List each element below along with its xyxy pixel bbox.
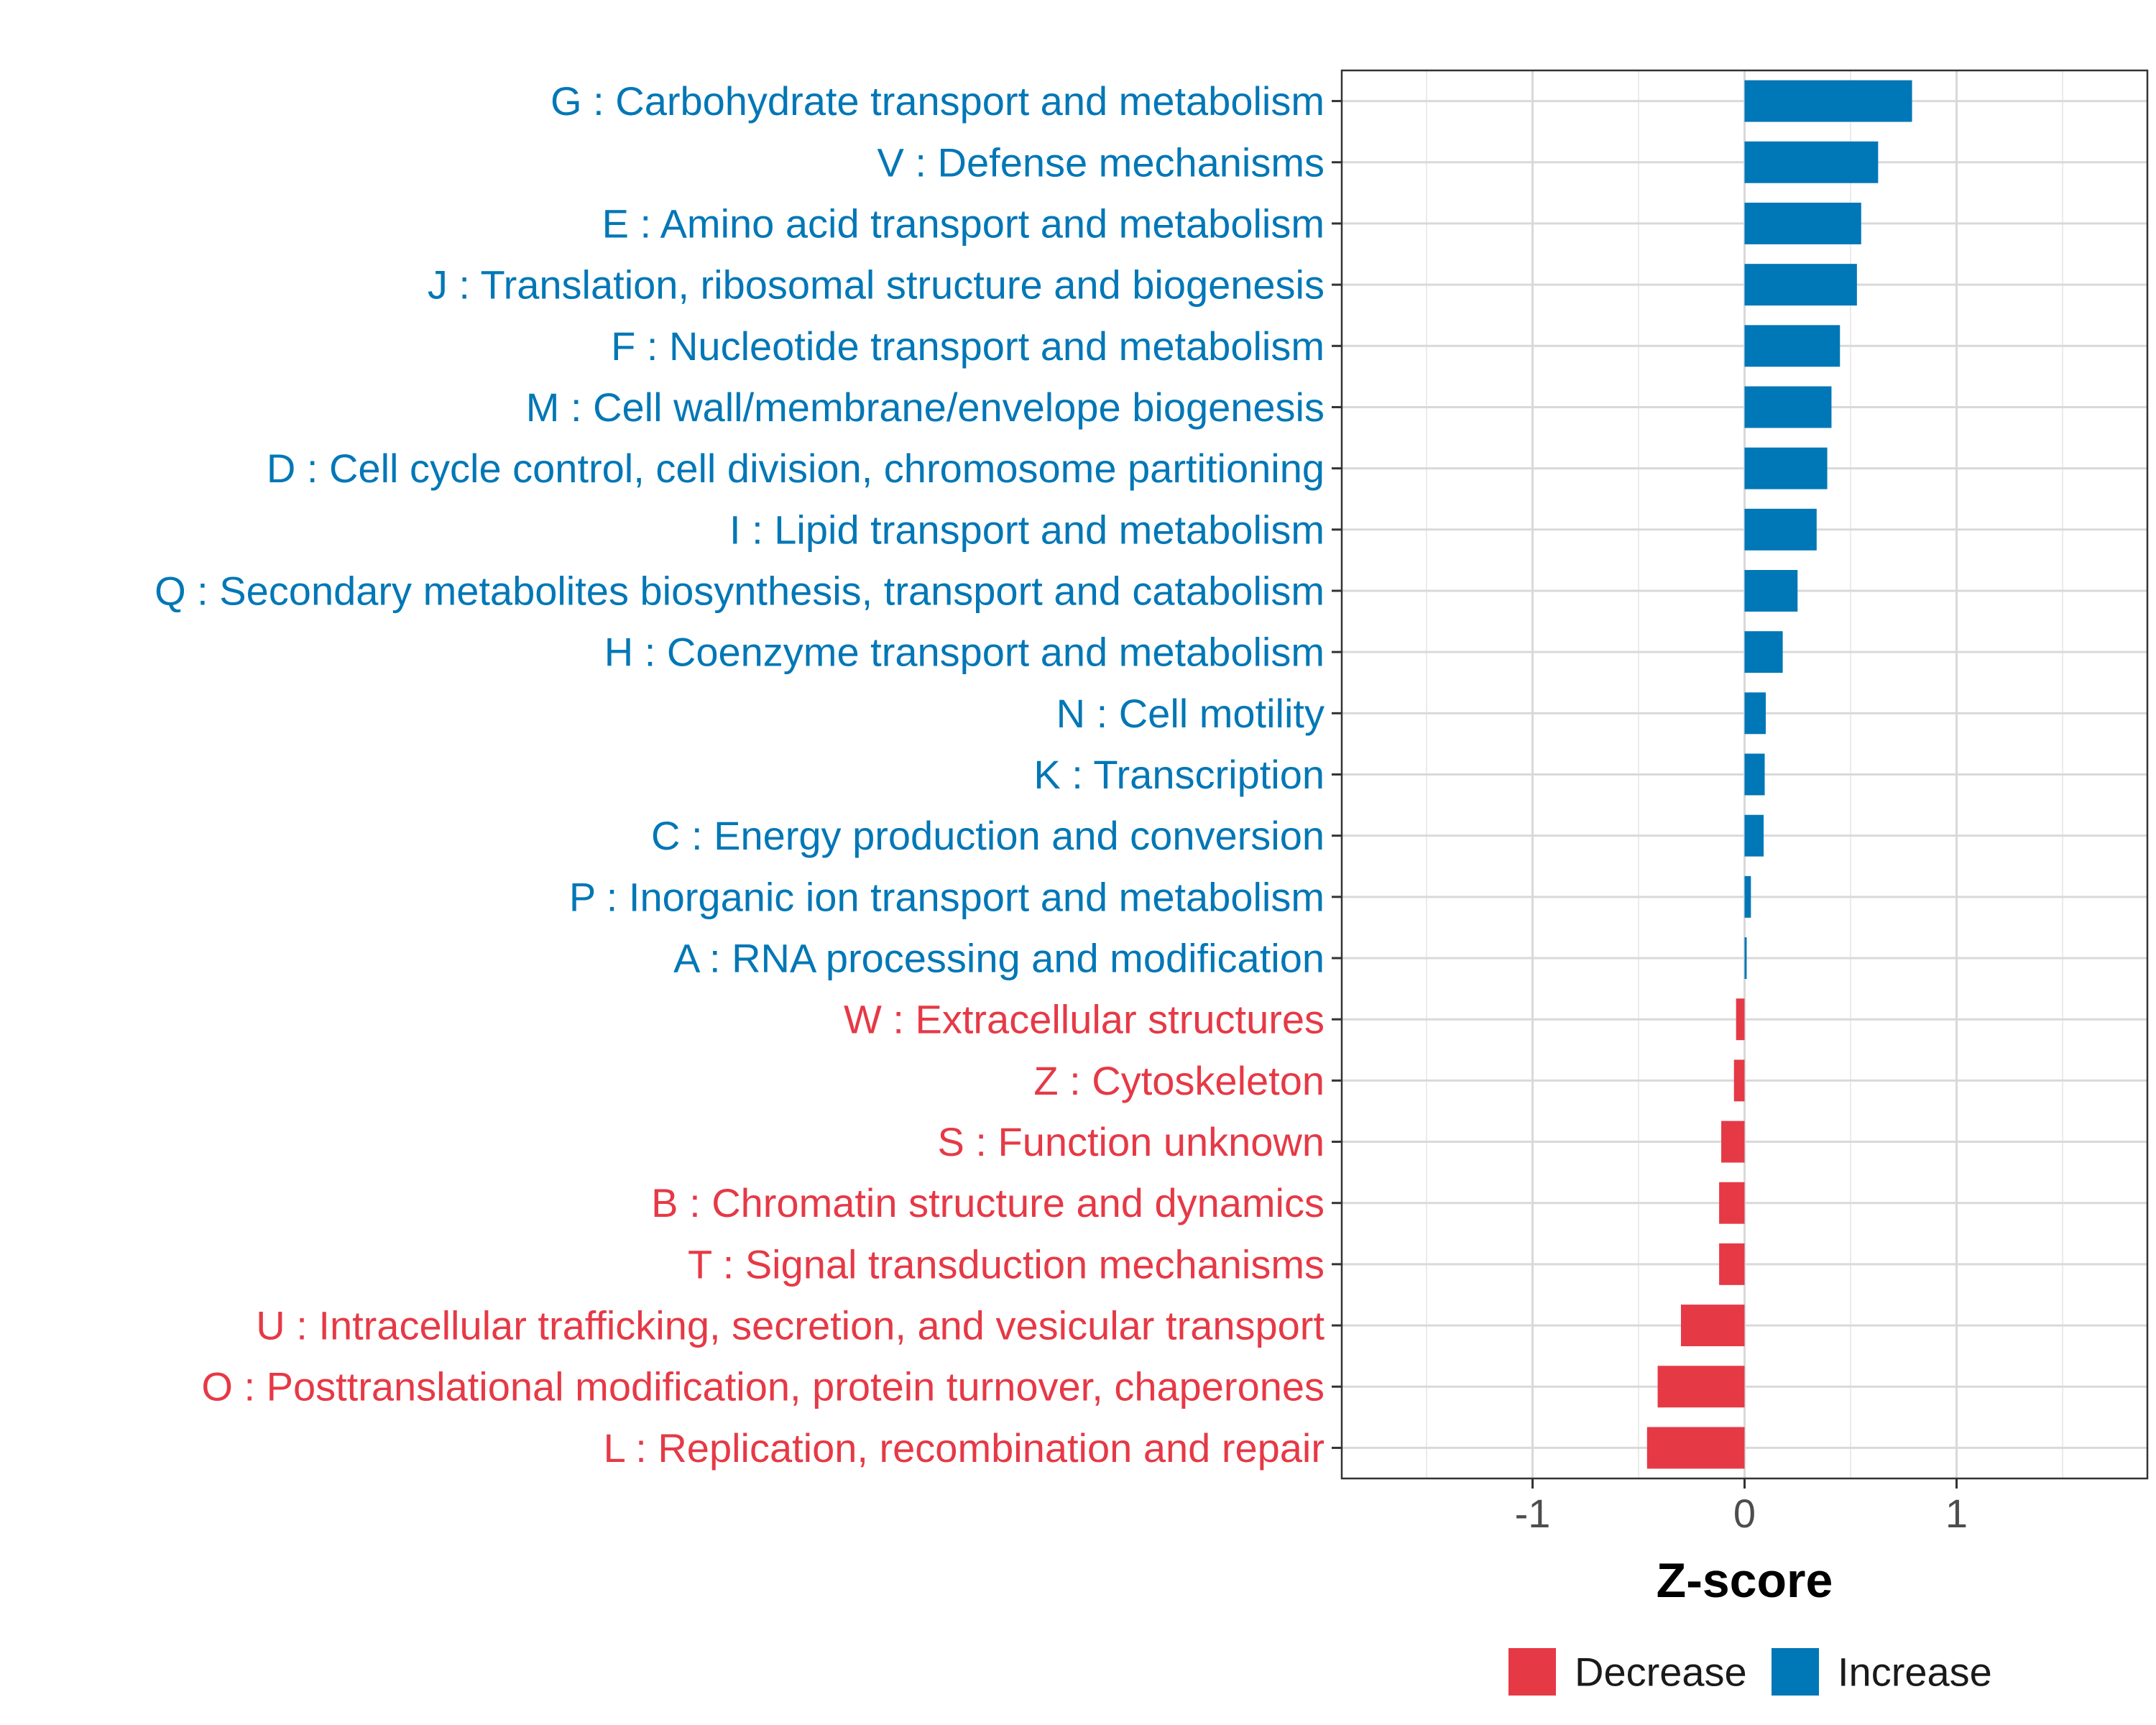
category-label: I : Lipid transport and metabolism xyxy=(729,507,1325,552)
bar xyxy=(1646,1427,1745,1469)
category-label: G : Carbohydrate transport and metabolis… xyxy=(550,78,1325,124)
bars xyxy=(1646,80,1912,1469)
category-label: H : Coenzyme transport and metabolism xyxy=(604,630,1325,675)
category-label: S : Function unknown xyxy=(937,1119,1325,1164)
category-label: T : Signal transduction mechanisms xyxy=(688,1241,1325,1287)
category-label: A : RNA processing and modification xyxy=(673,936,1325,981)
category-label: Z : Cytoskeleton xyxy=(1033,1058,1325,1103)
bar xyxy=(1744,386,1832,428)
x-axis-title: Z-score xyxy=(1657,1553,1833,1608)
y-axis-tick-marks xyxy=(1332,100,1342,1449)
x-tick-label: 0 xyxy=(1733,1491,1756,1536)
bar xyxy=(1744,692,1766,735)
bar xyxy=(1719,1243,1745,1285)
category-label: P : Inorganic ion transport and metaboli… xyxy=(569,874,1325,919)
legend-label-decrease: Decrease xyxy=(1575,1650,1747,1695)
bar xyxy=(1744,814,1764,857)
x-tick-label: -1 xyxy=(1515,1491,1551,1536)
category-label: O : Posttranslational modification, prot… xyxy=(201,1364,1325,1409)
bar xyxy=(1744,508,1817,551)
bar xyxy=(1744,753,1765,796)
category-label: Q : Secondary metabolites biosynthesis, … xyxy=(155,568,1325,613)
bar xyxy=(1744,631,1783,673)
category-label: J : Translation, ribosomal structure and… xyxy=(428,262,1325,308)
category-label: L : Replication, recombination and repai… xyxy=(604,1425,1325,1471)
bar xyxy=(1736,998,1745,1041)
category-label: W : Extracellular structures xyxy=(844,997,1325,1042)
bar xyxy=(1681,1305,1745,1347)
bar xyxy=(1744,202,1861,244)
x-axis-tick-marks xyxy=(1531,1478,1958,1489)
category-label: V : Defense mechanisms xyxy=(877,139,1325,185)
bar xyxy=(1744,937,1747,979)
legend-label-increase: Increase xyxy=(1838,1650,1992,1695)
bar xyxy=(1744,875,1751,918)
x-tick-label: 1 xyxy=(1945,1491,1968,1536)
category-label: M : Cell wall/membrane/envelope biogenes… xyxy=(526,385,1325,430)
bar xyxy=(1744,264,1857,306)
bar xyxy=(1719,1182,1745,1224)
category-label: N : Cell motility xyxy=(1056,691,1325,736)
category-label: D : Cell cycle control, cell division, c… xyxy=(267,446,1325,491)
bar xyxy=(1744,447,1828,489)
legend-key-increase xyxy=(1772,1648,1819,1696)
bar xyxy=(1744,80,1912,122)
legend-key-decrease xyxy=(1508,1648,1556,1696)
legend: Decrease Increase xyxy=(1508,1648,1992,1696)
bar xyxy=(1744,570,1798,612)
bar xyxy=(1733,1059,1745,1102)
category-label: U : Intracellular trafficking, secretion… xyxy=(256,1303,1325,1348)
category-label: B : Chromatin structure and dynamics xyxy=(651,1180,1325,1225)
category-label: F : Nucleotide transport and metabolism xyxy=(611,323,1325,369)
category-label: K : Transcription xyxy=(1033,752,1325,797)
bar xyxy=(1744,141,1879,183)
category-label: E : Amino acid transport and metabolism xyxy=(602,201,1325,246)
x-axis-tick-labels: -1 0 1 xyxy=(1515,1491,1968,1536)
y-axis-category-labels: G : Carbohydrate transport and metabolis… xyxy=(155,78,1325,1471)
bar xyxy=(1744,325,1841,367)
bar xyxy=(1721,1121,1745,1163)
bar xyxy=(1657,1366,1745,1408)
category-label: C : Energy production and conversion xyxy=(651,813,1325,858)
